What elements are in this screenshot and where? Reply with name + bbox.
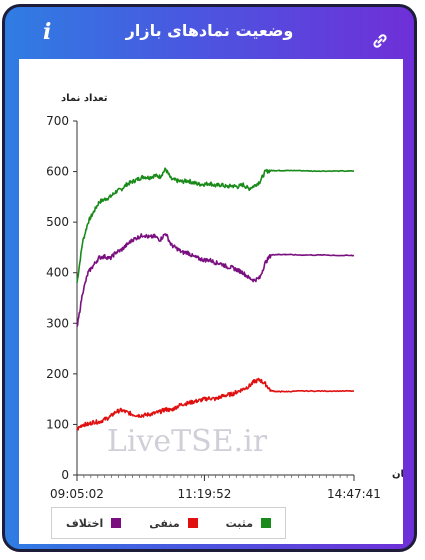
chart-legend: مثبت منفی اختلاف [51,507,286,539]
chart-panel: LiveTSE.ir تعداد نماد زمان 0 100 200 300 400… [19,59,403,544]
page-title: وضعیت نمادهای بازار [125,21,294,40]
y-tick-label: 700 [46,114,69,128]
y-tick-label: 0 [61,468,69,482]
legend-label-negative: منفی [149,516,180,530]
x-axis-label: زمان [392,469,403,480]
series-line-1 [76,377,355,431]
x-tick-label: 14:47:41 [327,487,381,499]
app-frame: i وضعیت نمادهای بازار LiveTSE.ir تعداد ن… [2,4,417,552]
info-icon[interactable]: i [43,19,52,45]
y-tick-label: 600 [46,165,69,179]
y-tick-label: 100 [46,417,69,431]
x-tick-label: 09:05:02 [50,487,104,499]
legend-label-positive: مثبت [225,516,254,530]
y-tick-label: 300 [46,316,69,330]
series-line-0 [76,167,354,284]
series-line-2 [76,233,355,327]
legend-swatch-positive [261,518,272,528]
x-tick-label: 11:19:52 [177,487,231,499]
y-tick-label: 500 [46,215,69,229]
legend-label-difference: اختلاف [66,516,104,530]
y-tick-label: 400 [46,266,69,280]
legend-item-negative[interactable]: منفی [149,516,198,530]
legend-swatch-negative [187,518,198,528]
legend-item-difference[interactable]: اختلاف [66,516,122,530]
y-tick-label: 200 [46,367,69,381]
link-icon[interactable] [372,33,388,53]
legend-swatch-difference [111,518,122,528]
y-axis-label: تعداد نماد [61,93,108,104]
legend-item-positive[interactable]: مثبت [225,516,272,530]
watermark: LiveTSE.ir [107,424,268,459]
line-chart: LiveTSE.ir تعداد نماد زمان 0 100 200 300 400… [46,93,403,499]
header-bar: i وضعیت نمادهای بازار [5,7,414,59]
